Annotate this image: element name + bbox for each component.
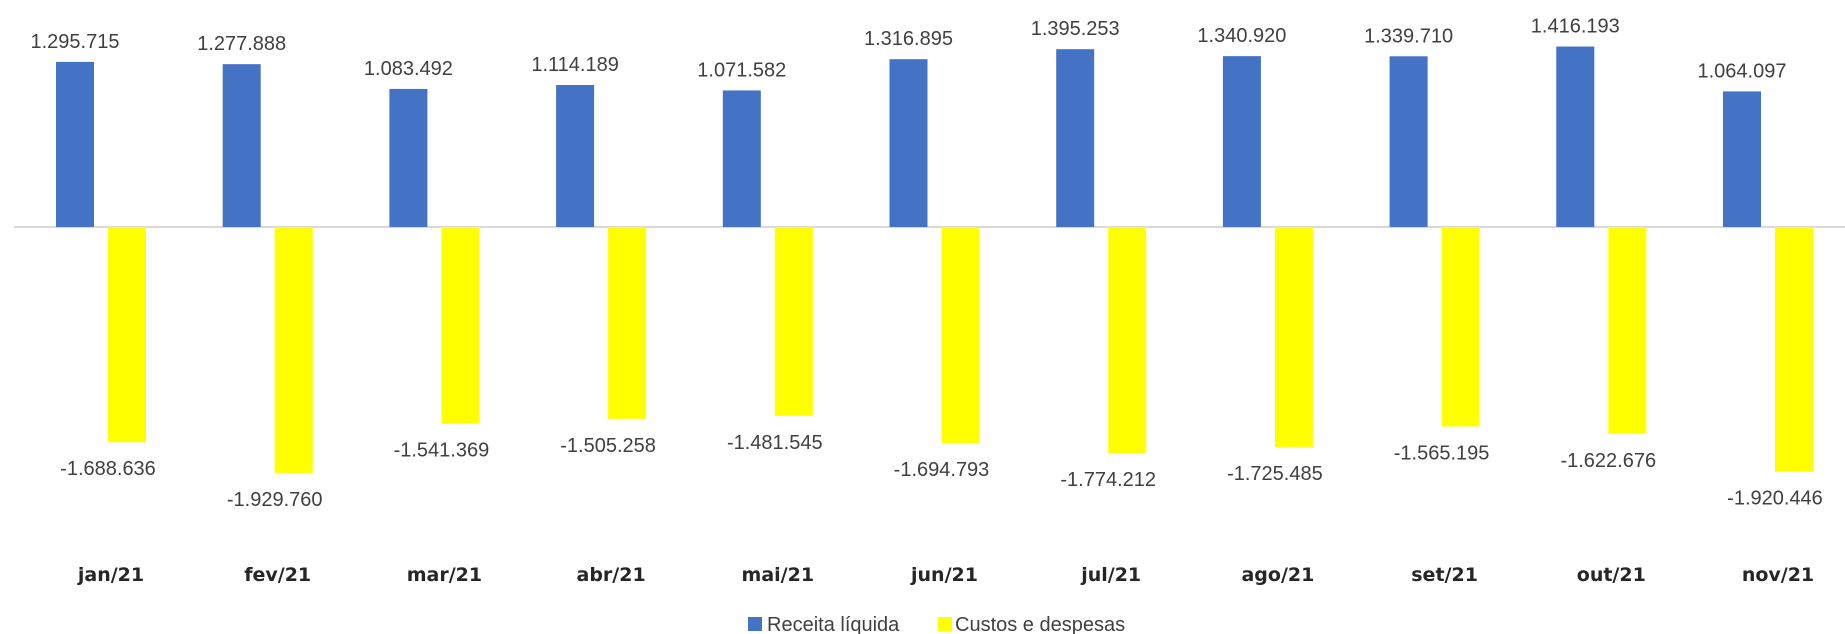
bar-receita-3 — [556, 85, 595, 228]
bar-custos-5 — [941, 227, 980, 443]
bar-custos-9 — [1608, 227, 1647, 434]
data-label-custos-6: -1.774.212 — [1060, 469, 1156, 491]
bar-custos-7 — [1274, 227, 1313, 447]
category-label-3: abr/21 — [577, 564, 646, 586]
bar-custos-6 — [1108, 227, 1147, 454]
data-label-receita-6: 1.395.253 — [1031, 18, 1120, 40]
category-label-4: mai/21 — [742, 564, 815, 586]
legend-swatch-receita — [748, 617, 762, 631]
legend-label-custos: Custos e despesas — [955, 614, 1125, 634]
data-label-receita-0: 1.295.715 — [31, 31, 120, 53]
bar-receita-0 — [56, 61, 94, 227]
bar-custos-3 — [608, 227, 647, 419]
data-label-receita-8: 1.339.710 — [1364, 25, 1453, 47]
data-label-custos-3: -1.505.258 — [560, 435, 656, 457]
category-label-7: ago/21 — [1241, 564, 1314, 586]
category-label-6: jul/21 — [1080, 564, 1141, 586]
bar-custos-1 — [274, 227, 313, 473]
data-label-receita-7: 1.340.920 — [1197, 25, 1286, 47]
data-label-custos-4: -1.481.545 — [727, 432, 823, 454]
data-labels-layer: 1.295.715 -1.688.636 1.277.888 -1.929.760 1.… — [31, 16, 1823, 511]
bar-receita-4 — [722, 90, 761, 227]
category-label-2: mar/21 — [407, 564, 482, 586]
bar-custos-10 — [1775, 227, 1813, 472]
bar-receita-8 — [1389, 56, 1428, 227]
category-label-9: out/21 — [1577, 564, 1646, 586]
bar-receita-7 — [1222, 56, 1261, 228]
legend: Receita líquida Custos e despesas — [748, 614, 1125, 634]
category-label-10: nov/21 — [1742, 564, 1814, 586]
bars-layer — [56, 46, 1813, 473]
data-label-custos-1: -1.929.760 — [227, 489, 323, 511]
data-label-custos-5: -1.694.793 — [894, 459, 990, 481]
legend-label-receita: Receita líquida — [767, 614, 900, 634]
data-label-custos-9: -1.622.676 — [1560, 450, 1656, 472]
bar-receita-5 — [889, 59, 928, 228]
bar-receita-9 — [1556, 46, 1595, 227]
legend-swatch-custos — [938, 617, 952, 631]
data-label-custos-10: -1.920.446 — [1727, 488, 1823, 510]
category-label-8: set/21 — [1411, 564, 1478, 586]
category-axis: jan/21 fev/21 mar/21 abr/21 mai/21 jun/21 jul/… — [77, 564, 1814, 586]
bar-receita-1 — [222, 64, 261, 228]
data-label-custos-8: -1.565.195 — [1394, 442, 1490, 464]
bar-receita-10 — [1723, 91, 1761, 227]
data-label-custos-0: -1.688.636 — [60, 458, 156, 480]
category-label-5: jun/21 — [910, 564, 978, 586]
data-label-receita-2: 1.083.492 — [364, 58, 453, 80]
data-label-receita-4: 1.071.582 — [697, 59, 786, 81]
bar-custos-8 — [1441, 227, 1480, 427]
bar-custos-0 — [108, 227, 146, 443]
bar-custos-4 — [774, 227, 813, 416]
data-label-receita-5: 1.316.895 — [864, 28, 953, 50]
data-label-custos-7: -1.725.485 — [1227, 463, 1323, 485]
category-label-0: jan/21 — [77, 564, 144, 586]
bar-receita-6 — [1056, 49, 1095, 227]
data-label-receita-10: 1.064.097 — [1698, 60, 1787, 82]
data-label-receita-9: 1.416.193 — [1531, 16, 1620, 38]
category-label-1: fev/21 — [244, 564, 311, 586]
data-label-receita-1: 1.277.888 — [197, 33, 286, 55]
data-label-receita-3: 1.114.189 — [531, 54, 619, 76]
bar-receita-2 — [389, 88, 428, 228]
bar-custos-2 — [441, 227, 480, 424]
data-label-custos-2: -1.541.369 — [394, 439, 490, 461]
